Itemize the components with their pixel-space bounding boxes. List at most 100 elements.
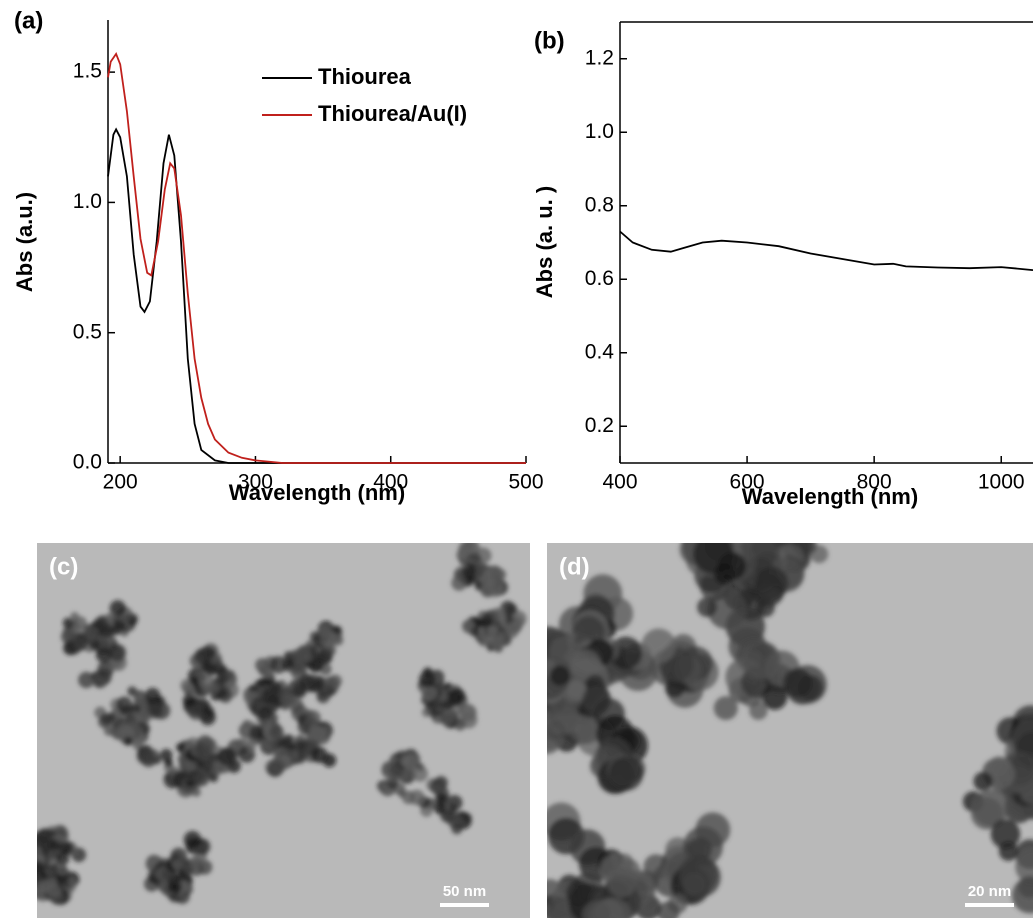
particle — [582, 900, 611, 918]
particle — [219, 750, 235, 765]
particle — [41, 879, 51, 889]
particle — [421, 684, 438, 702]
legend-label: Thiourea — [318, 64, 412, 89]
particle — [990, 819, 1021, 849]
particle — [194, 648, 211, 664]
particle — [657, 901, 680, 918]
particle — [269, 656, 288, 674]
particle — [1015, 848, 1033, 885]
particle — [332, 625, 342, 635]
particle — [183, 830, 202, 849]
particles — [547, 543, 1033, 918]
particle — [72, 636, 86, 650]
x-tick-label: 600 — [730, 471, 765, 494]
particle — [146, 702, 163, 719]
particle — [379, 782, 388, 791]
y-tick-label: 0.5 — [73, 320, 102, 343]
particle — [109, 600, 126, 617]
particle — [718, 552, 746, 581]
particle — [566, 680, 586, 700]
particle — [783, 668, 812, 698]
particle — [103, 725, 115, 736]
particle — [462, 619, 474, 632]
particle — [95, 647, 112, 663]
particle — [310, 642, 327, 660]
particle — [62, 617, 74, 629]
particle — [268, 713, 279, 724]
particle — [749, 701, 768, 720]
particle — [309, 725, 327, 743]
particle — [72, 624, 82, 635]
x-tick-label: 1000 — [978, 471, 1025, 494]
particle — [755, 598, 775, 618]
particle — [173, 882, 182, 892]
x-axis-label: Wavelength (nm) — [742, 484, 918, 509]
particle — [127, 686, 138, 697]
particle — [58, 841, 71, 854]
y-tick-label: 1.2 — [585, 46, 614, 69]
particle — [141, 752, 157, 768]
particle — [451, 823, 463, 835]
particle — [135, 691, 145, 701]
particle — [402, 753, 420, 771]
x-tick-label: 500 — [508, 471, 543, 494]
data-line — [107, 127, 526, 464]
particle — [608, 756, 644, 791]
data-line — [107, 52, 526, 464]
y-tick-label: 0.0 — [73, 451, 102, 474]
y-tick-label: 1.5 — [73, 60, 102, 83]
panel-label: (d) — [559, 553, 590, 580]
particle — [755, 566, 789, 601]
data-line — [619, 230, 1033, 271]
particle — [453, 569, 464, 580]
particle — [607, 868, 637, 898]
particle — [549, 665, 570, 686]
x-tick-label: 400 — [602, 471, 637, 494]
particle — [454, 719, 466, 731]
particle — [225, 669, 235, 680]
y-axis-label: Abs (a. u. ) — [532, 186, 557, 298]
particles — [37, 543, 527, 906]
x-tick-label: 400 — [373, 471, 408, 494]
particle — [682, 872, 706, 896]
particle — [697, 597, 717, 617]
particle — [164, 758, 173, 767]
particle — [120, 705, 133, 717]
particle — [412, 765, 428, 782]
particle — [323, 647, 333, 657]
particle — [713, 696, 738, 721]
particle — [268, 758, 286, 776]
particle — [217, 688, 228, 699]
particle — [296, 646, 313, 663]
particle — [46, 883, 61, 897]
particle — [970, 797, 1003, 830]
particle — [246, 743, 256, 753]
particle — [182, 694, 196, 708]
particle — [319, 683, 335, 699]
scale-bar-label: 20 nm — [968, 883, 1011, 900]
particle — [210, 656, 219, 665]
particle — [184, 772, 195, 783]
x-tick-label: 200 — [103, 471, 138, 494]
particle — [172, 873, 183, 884]
particle — [322, 753, 337, 768]
particle — [998, 841, 1019, 861]
particle — [48, 839, 61, 852]
particle — [37, 871, 43, 883]
micrograph — [547, 543, 1033, 918]
particle — [123, 736, 133, 746]
particle — [570, 649, 601, 681]
particle — [191, 787, 201, 797]
panel-label: (b) — [534, 27, 565, 54]
y-tick-label: 0.2 — [585, 414, 614, 437]
particle — [419, 670, 436, 688]
y-tick-label: 1.0 — [73, 190, 102, 213]
particle — [318, 625, 333, 640]
micrograph — [37, 543, 530, 918]
x-axis-label: Wavelength (nm) — [229, 480, 405, 505]
particle — [78, 671, 95, 689]
y-tick-label: 0.6 — [585, 267, 614, 290]
scale-bar-label: 50 nm — [443, 883, 486, 900]
y-tick-label: 1.0 — [585, 120, 614, 143]
